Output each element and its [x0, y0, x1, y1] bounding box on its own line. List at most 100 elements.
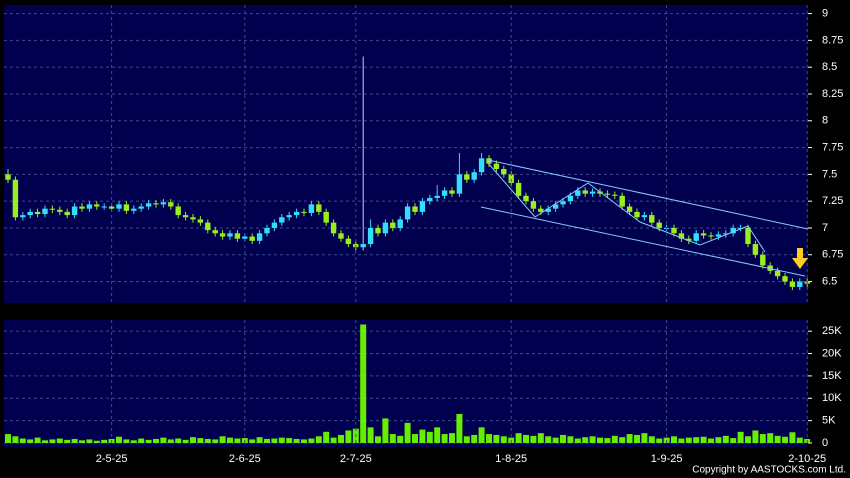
volume-bar — [463, 436, 470, 443]
volume-bar — [86, 439, 93, 443]
volume-bar — [360, 324, 367, 443]
volume-bar — [56, 438, 63, 443]
candle-body — [730, 227, 736, 234]
volume-bar — [737, 431, 744, 443]
volume-bar — [782, 436, 788, 443]
candle-body — [441, 190, 448, 196]
candle-body — [774, 270, 781, 277]
volume-bar — [397, 435, 404, 443]
volume-bar — [338, 434, 344, 443]
candle-body — [745, 227, 751, 245]
volume-bar — [264, 438, 270, 443]
candle-body — [182, 215, 189, 218]
candle-body — [108, 206, 115, 209]
volume-bar — [611, 435, 618, 443]
candle-body — [197, 219, 204, 223]
volume-bar — [42, 440, 48, 443]
volume-bar — [175, 438, 182, 443]
candle-body — [508, 174, 514, 183]
candle-body — [619, 195, 625, 207]
candle-body — [434, 195, 440, 198]
candle-body — [175, 206, 181, 216]
candle-body — [390, 222, 396, 228]
volume-bar — [5, 434, 11, 443]
y-tick-label: 8.75 — [822, 34, 843, 46]
candle-body — [478, 158, 485, 173]
volume-bar — [12, 436, 19, 443]
y-tick-label: 8 — [822, 115, 828, 127]
candle-body — [501, 169, 507, 175]
volume-bar — [93, 440, 100, 443]
candle-body — [338, 233, 344, 239]
copyright: Copyright by AASTOCKS.com Ltd. — [692, 465, 846, 476]
candle-body — [649, 215, 655, 223]
volume-bar — [130, 440, 137, 443]
volume-bar — [678, 438, 685, 443]
volume-bar — [227, 437, 233, 443]
candle-body — [79, 206, 85, 209]
candle-body — [700, 233, 707, 236]
candle-body — [116, 204, 122, 209]
candle-body — [330, 222, 337, 234]
volume-bar — [101, 439, 108, 443]
volume-bar — [552, 437, 559, 443]
volume-bar — [116, 436, 122, 443]
candle-body — [634, 211, 640, 218]
volume-bar — [597, 437, 603, 443]
volume-bar — [759, 434, 766, 443]
volume-bar — [560, 434, 566, 443]
volume-bar — [293, 438, 300, 443]
volume-bar — [537, 433, 544, 443]
candle-body — [382, 222, 389, 234]
candle-body — [464, 174, 470, 180]
candle-body — [656, 222, 662, 228]
volume-bar — [27, 439, 34, 443]
candle-body — [308, 204, 315, 213]
volume-bar — [619, 437, 626, 443]
candle-body — [671, 227, 677, 234]
y-tick-label: 25K — [822, 325, 842, 337]
volume-bar — [752, 430, 759, 443]
volume-bar — [493, 434, 500, 443]
trend-line — [480, 206, 806, 277]
volume-bar — [456, 413, 463, 443]
candle-body — [271, 222, 278, 228]
candle-body — [279, 217, 285, 223]
candle-body — [131, 208, 137, 211]
volume-bar — [256, 437, 263, 443]
volume-bar — [634, 434, 640, 443]
candle-body — [256, 233, 263, 241]
candle-body — [708, 235, 714, 237]
candle-body — [427, 197, 433, 202]
volume-bar — [382, 418, 389, 443]
candle-body — [86, 204, 93, 209]
x-tick-label: 2-5-25 — [96, 453, 128, 465]
arrow-marker — [792, 248, 808, 269]
candle-body — [316, 204, 322, 212]
candle-body — [249, 236, 255, 241]
candle-body — [552, 204, 559, 209]
trend-line — [487, 162, 766, 253]
candle-body — [301, 211, 307, 213]
candle-body — [234, 233, 241, 239]
candle-body — [723, 233, 729, 235]
candle-body — [626, 206, 633, 212]
volume-bar — [419, 429, 426, 443]
volume-bar — [138, 438, 145, 443]
candle-body — [560, 201, 566, 205]
volume-bar — [367, 427, 374, 443]
candle-body — [523, 195, 529, 202]
plot-layer: 6.5 6.75 7 7.25 7.5 7.75 8 8.25 8.5 8.75 9 0 5K 10K 15… — [4, 5, 843, 465]
candle-body — [789, 281, 796, 287]
candle-body — [286, 215, 292, 218]
x-tick-label: 2-10-25 — [788, 453, 826, 465]
volume-bar — [389, 434, 396, 443]
candle-body — [715, 234, 722, 237]
volume-bar — [604, 438, 611, 443]
volume-bar — [34, 437, 41, 443]
candle-body — [227, 233, 233, 237]
price-panel — [4, 5, 808, 303]
candle-body — [567, 195, 574, 202]
candle-body — [345, 238, 352, 245]
volume-bar — [767, 433, 774, 443]
